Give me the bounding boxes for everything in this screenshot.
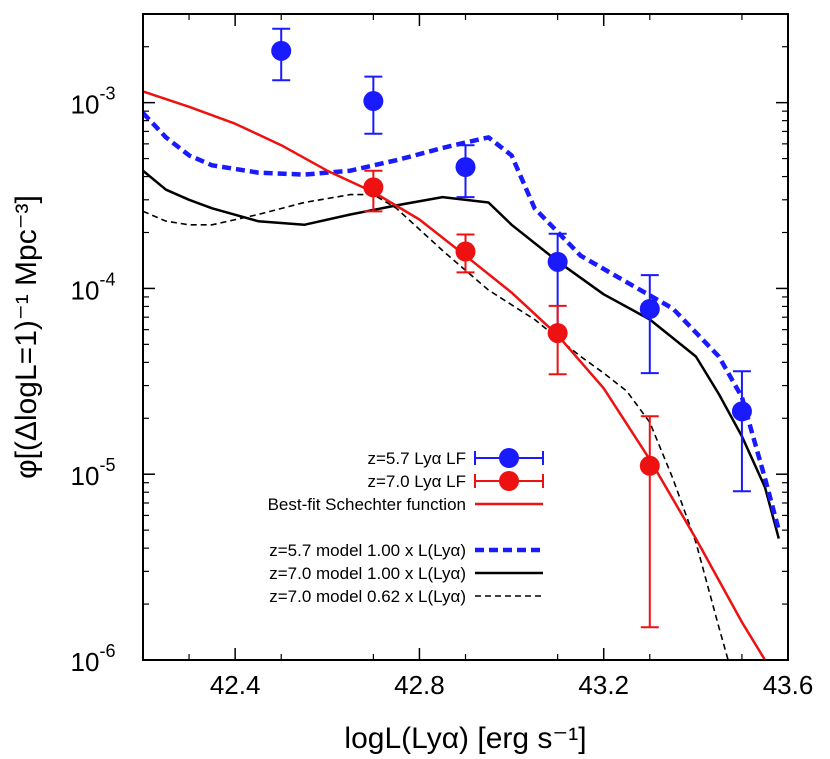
data-point (455, 157, 476, 178)
legend-marker (499, 448, 519, 468)
data-point (639, 455, 660, 476)
data-point (731, 401, 752, 422)
x-tick-label: 42.8 (394, 670, 445, 700)
series-line (143, 111, 781, 531)
y-axis-title: φ[(ΔlogL=1)⁻¹ Mpc⁻³] (10, 195, 43, 479)
data-point (547, 323, 568, 344)
x-tick-label: 43.6 (763, 670, 814, 700)
y-tick-label: 10-3 (71, 84, 116, 120)
data-point (363, 177, 384, 198)
legend-marker (499, 471, 519, 491)
legend-label: z=5.7 Lyα LF (368, 449, 467, 468)
y-tick-exponent: -5 (99, 455, 115, 475)
legend-label: z=7.0 model 1.00 x L(Lyα) (269, 564, 466, 583)
y-tick-label: 10-6 (71, 641, 116, 677)
data-point (547, 251, 568, 272)
data-point (271, 40, 292, 61)
axes: 42.4 42.8 43.2 43.6 10-3 10-4 10-5 10-6 logL(Lyα… (10, 13, 814, 755)
legend-label: Best-fit Schechter function (268, 495, 466, 514)
x-tick-label: 43.2 (578, 670, 629, 700)
data-point (363, 91, 384, 112)
points-layer (271, 27, 752, 629)
x-tick-label: 42.4 (210, 670, 261, 700)
y-tick-exponent: -4 (99, 269, 115, 289)
y-tick-label: 10-4 (71, 269, 116, 305)
y-tick-label: 10-5 (71, 455, 116, 491)
legend: z=5.7 Lyα LF z=7.0 Lyα LF Best-fit Schecht… (268, 448, 544, 606)
legend-label: z=7.0 model 0.62 x L(Lyα) (269, 587, 466, 606)
x-axis-title: logL(Lyα) [erg s⁻¹] (344, 722, 586, 755)
legend-label: z=7.0 Lyα LF (368, 472, 467, 491)
data-point (455, 241, 476, 262)
series-line (143, 169, 781, 539)
data-point (639, 298, 660, 319)
y-tick-exponent: -6 (99, 641, 115, 661)
legend-label: z=5.7 model 1.00 x L(Lyα) (269, 541, 466, 560)
y-tick-exponent: -3 (99, 84, 115, 104)
